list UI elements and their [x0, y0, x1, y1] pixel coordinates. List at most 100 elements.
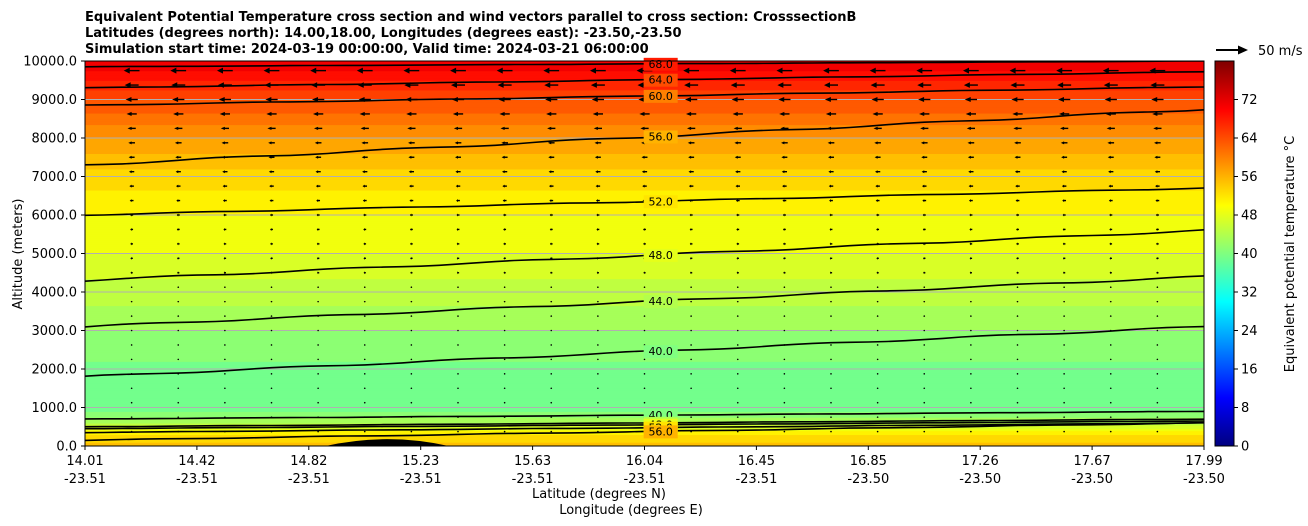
wind-vector [830, 344, 832, 346]
wind-vector-head [777, 82, 784, 88]
wind-vector [736, 315, 739, 317]
wind-vector-head [222, 170, 225, 174]
wind-vector-head [874, 155, 878, 159]
wind-vector-head [921, 155, 925, 159]
wind-vector [1156, 344, 1159, 346]
wind-vector-head [312, 111, 319, 116]
wind-vector-head [685, 111, 692, 116]
wind-vector [503, 286, 506, 288]
wind-vector-head [130, 242, 132, 246]
wind-vector [643, 315, 646, 317]
fill-band [85, 172, 1204, 176]
wind-vector [783, 401, 786, 404]
x-tick-label-lat: 15.23 [402, 454, 439, 469]
wind-vector-head [917, 82, 924, 88]
wind-vector-head [403, 67, 410, 74]
wind-vector-head [968, 170, 971, 174]
wind-vector-head [222, 184, 225, 188]
wind-vector-head [733, 126, 738, 131]
wind-vector-head [177, 256, 179, 260]
wind-vector-head [404, 82, 411, 88]
wind-vector-head [964, 97, 971, 102]
wind-vector-head [639, 111, 645, 116]
wind-vector-head [1015, 199, 1018, 203]
wind-vector [177, 401, 180, 404]
wind-vector [363, 430, 366, 433]
wind-vector [783, 344, 786, 346]
wind-vector-head [922, 227, 925, 231]
wind-vector-head [683, 67, 690, 74]
wind-vector [736, 416, 739, 418]
fill-band [85, 207, 1204, 210]
wind-vector-head [223, 242, 225, 246]
fill-band [85, 278, 1204, 282]
wind-vector-head [174, 126, 179, 131]
wind-vector-head [502, 184, 505, 188]
colorbar-tick-label: 8 [1241, 401, 1249, 416]
wind-vector [270, 401, 273, 404]
wind-vector-head [543, 67, 550, 74]
wind-vector-head [547, 126, 552, 131]
wind-vector [690, 430, 692, 433]
wind-vector-head [1060, 141, 1065, 145]
wind-vector [224, 416, 226, 418]
wind-vector [1109, 344, 1112, 346]
fill-band [85, 370, 1204, 374]
wind-vector-head [363, 213, 365, 217]
wind-vector-head [595, 184, 598, 188]
wind-vector [550, 329, 553, 332]
wind-vector-head [689, 199, 692, 203]
wind-vector-head [501, 141, 505, 145]
contour-label-bg [643, 89, 678, 103]
y-tick-label: 2000.0 [32, 363, 78, 378]
wind-vector [643, 358, 646, 361]
wind-vector [503, 315, 506, 317]
wind-vector [876, 387, 879, 390]
fill-band [85, 230, 1204, 233]
contour-label: 60.0 [648, 90, 673, 103]
wind-vector-head [968, 184, 971, 188]
wind-vector [876, 358, 879, 361]
y-tick-label: 3000.0 [32, 324, 78, 339]
wind-vector-head [316, 199, 319, 203]
wind-vector [970, 300, 972, 303]
wind-vector-head [637, 82, 644, 88]
wind-vector-head [130, 227, 132, 231]
fill-band [85, 163, 1204, 166]
wind-vector-head [1105, 111, 1111, 116]
wind-vector-head [875, 170, 878, 174]
wind-vector-head [963, 67, 970, 74]
wind-vector-head [642, 184, 645, 188]
quiver-key-label: 50 m/s [1258, 44, 1303, 59]
wind-vector [923, 387, 926, 390]
wind-vector-head [357, 82, 364, 88]
wind-vector-head [129, 184, 132, 188]
wind-vector [1063, 401, 1065, 404]
wind-vector-head [736, 227, 738, 231]
wind-vector-head [1062, 213, 1065, 217]
fill-band [85, 174, 1204, 178]
fill-band [85, 232, 1204, 235]
wind-vector-head [1109, 227, 1111, 231]
wind-vector-head [363, 227, 365, 231]
fill-band [85, 224, 1204, 228]
wind-vector-head [829, 271, 831, 275]
wind-vector [363, 286, 366, 288]
wind-vector [597, 387, 599, 390]
wind-vector [690, 286, 692, 288]
wind-vector-head [124, 82, 131, 88]
fill-band [85, 384, 1204, 387]
wind-vector-head [408, 141, 412, 145]
wind-vector-head [496, 67, 503, 74]
x-tick-label-lon: -23.51 [735, 472, 777, 487]
fill-band [85, 320, 1204, 324]
wind-vector [457, 329, 459, 332]
wind-vector [224, 401, 226, 404]
wind-vector [1016, 344, 1019, 346]
wind-vector [970, 286, 972, 288]
wind-vector-head [360, 126, 365, 131]
fill-band [85, 405, 1204, 409]
wind-vector [1016, 373, 1019, 375]
wind-vector-head [829, 213, 831, 217]
